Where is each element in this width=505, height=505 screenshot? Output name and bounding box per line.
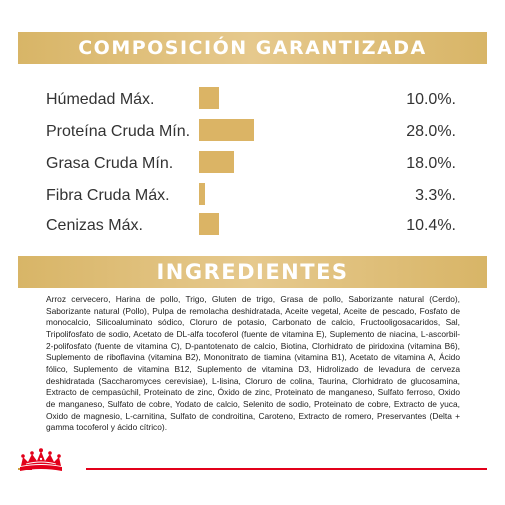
row-label: Cenizas Máx. [46, 217, 143, 234]
row-value: 18.0%. [406, 155, 456, 172]
row-value: 10.0%. [406, 91, 456, 108]
row-label: Proteína Cruda Mín. [46, 123, 191, 140]
row-value: 10.4%. [406, 217, 456, 234]
row-bar [199, 183, 206, 205]
row-label: Húmedad Máx. [46, 91, 155, 108]
row-label: Fibra Cruda Máx. [46, 187, 170, 204]
royal-canin-crown-icon [20, 448, 62, 471]
row-label: Grasa Cruda Mín. [46, 155, 174, 172]
composition-row-cenizas: Cenizas Máx. 10.4%. [0, 212, 505, 242]
row-bar [199, 87, 219, 109]
ingredients-text: Arroz cervecero, Harina de pollo, Trigo,… [46, 294, 460, 433]
ingredients-title: INGREDIENTES [156, 260, 349, 284]
row-value: 28.0%. [406, 123, 456, 140]
composition-row-humedad: Húmedad Máx. 10.0%. [0, 86, 505, 116]
row-bar [199, 119, 254, 141]
row-value: 3.3%. [415, 187, 456, 204]
ingredients-header: INGREDIENTES [18, 256, 487, 288]
composition-row-fibra: Fibra Cruda Máx. 3.3%. [0, 182, 505, 212]
composition-row-proteina: Proteína Cruda Mín. 28.0%. [0, 118, 505, 148]
composition-header: COMPOSICIÓN GARANTIZADA [18, 32, 487, 64]
composition-title: COMPOSICIÓN GARANTIZADA [78, 37, 427, 59]
row-bar [199, 151, 235, 173]
row-bar [199, 213, 220, 235]
composition-row-grasa: Grasa Cruda Mín. 18.0%. [0, 150, 505, 180]
